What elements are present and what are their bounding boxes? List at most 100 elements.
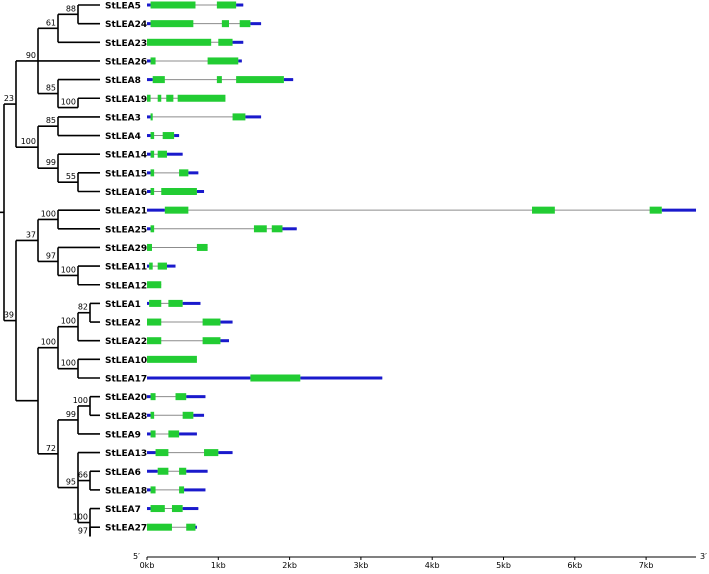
gene-structure-row [147, 132, 180, 140]
axis-tick-label: 0kb [140, 561, 155, 569]
cds-exon [150, 505, 165, 513]
cds-exon [147, 281, 162, 289]
cds-exon [164, 206, 189, 214]
utr-segment [147, 227, 151, 231]
gene-label: StLEA19 [105, 95, 147, 105]
gene-structures [147, 1, 697, 531]
cds-exon [207, 57, 239, 65]
gene-structure-row [147, 76, 294, 84]
utr-segment [193, 413, 205, 417]
cds-exon [175, 393, 187, 401]
utr-segment [300, 376, 383, 380]
cds-exon [216, 1, 237, 9]
gene-label: StLEA6 [105, 468, 141, 478]
bootstrap-value: 39 [4, 311, 14, 320]
gene-structure-row [147, 486, 206, 494]
gene-label: StLEA29 [105, 244, 147, 254]
gene-label: StLEA22 [105, 337, 147, 347]
gene-structure-row [147, 150, 183, 158]
gene-structure-row [147, 57, 242, 65]
utr-segment [282, 227, 297, 231]
cds-exon [179, 486, 185, 494]
gene-structure-row [147, 169, 199, 177]
gene-label: StLEA2 [105, 319, 141, 329]
gene-label: StLEA14 [105, 151, 147, 161]
utr-segment [147, 22, 151, 26]
cds-exon [150, 430, 156, 438]
gene-label: StLEA20 [105, 393, 147, 403]
gene-label: StLEA11 [105, 263, 147, 273]
utr-segment [250, 22, 262, 26]
bootstrap-value: 100 [61, 98, 76, 107]
gene-label: StLEA28 [105, 412, 147, 422]
cds-exon [162, 132, 175, 140]
gene-structure-row [147, 523, 197, 531]
utr-segment [196, 190, 205, 193]
five-prime-label: 5′ [133, 552, 140, 561]
cds-exon [155, 449, 169, 457]
utr-segment [147, 376, 251, 380]
gene-label: StLEA27 [105, 524, 147, 534]
gene-label: StLEA15 [105, 169, 147, 179]
bootstrap-value: 37 [26, 230, 36, 239]
utr-segment [147, 469, 158, 473]
utr-segment [147, 301, 150, 305]
gene-structure-row [147, 281, 162, 289]
gene-structure-row [147, 337, 229, 345]
bootstrap-value: 88 [66, 4, 76, 13]
gene-structure-row [147, 262, 176, 270]
gene-structure-row [147, 355, 197, 363]
utr-segment [220, 320, 233, 324]
phylogenetic-tree: 8861100859085559910023100100973782100100… [0, 4, 100, 537]
cds-exon [150, 486, 156, 494]
utr-segment [238, 59, 242, 63]
gene-label: StLEA4 [105, 132, 141, 142]
bootstrap-value: 100 [73, 513, 88, 522]
bootstrap-value: 23 [4, 94, 14, 103]
gene-structure-row [147, 430, 197, 438]
cds-exon [166, 94, 174, 102]
utr-segment [147, 115, 151, 119]
gene-structure-row [147, 449, 233, 457]
bootstrap-value: 100 [61, 359, 76, 368]
bootstrap-value: 90 [26, 51, 36, 60]
bootstrap-value: 55 [66, 172, 76, 181]
bootstrap-value: 85 [46, 84, 56, 93]
cds-exon [179, 467, 187, 475]
gene-label: StLEA26 [105, 57, 147, 67]
utr-segment [147, 488, 151, 492]
utr-segment [179, 432, 197, 436]
gene-label: StLEA3 [105, 113, 141, 123]
gene-label: StLEA7 [105, 505, 141, 515]
utr-segment [147, 134, 151, 138]
bootstrap-value: 99 [66, 410, 76, 419]
cds-exon [149, 262, 153, 270]
utr-segment [184, 488, 206, 492]
axis-tick-label: 5kb [496, 561, 511, 569]
gene-label: StLEA9 [105, 430, 141, 440]
utr-segment [147, 171, 151, 175]
cds-exon [150, 188, 155, 195]
utr-segment [147, 78, 153, 82]
bootstrap-value: 66 [78, 471, 88, 480]
gene-structure-row [147, 318, 233, 326]
axis-tick-label: 6kb [567, 561, 582, 569]
cds-exon [168, 430, 180, 438]
cds-exon [236, 76, 284, 84]
bootstrap-value: 99 [46, 158, 56, 167]
utr-segment [186, 395, 206, 399]
cds-exon [232, 113, 246, 121]
bootstrap-value: 100 [61, 317, 76, 326]
gene-structure-row [147, 374, 383, 382]
cds-exon [171, 505, 183, 513]
cds-exon [152, 76, 165, 84]
utr-segment [147, 451, 156, 455]
bootstrap-value: 100 [41, 209, 56, 218]
bootstrap-value: 100 [21, 137, 36, 146]
bootstrap-value: 97 [78, 527, 88, 536]
cds-exon [147, 523, 172, 531]
gene-structure-row [147, 467, 208, 475]
cds-exon [150, 132, 155, 140]
gene-label: StLEA13 [105, 449, 147, 459]
cds-exon [147, 337, 162, 345]
